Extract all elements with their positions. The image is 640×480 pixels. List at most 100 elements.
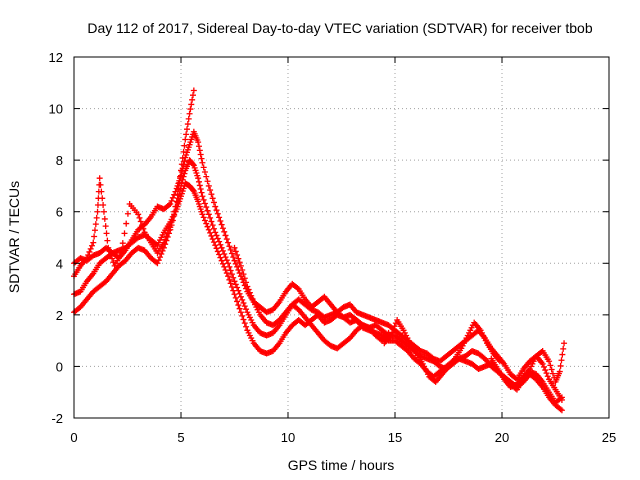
data-point — [213, 207, 220, 214]
data-point — [230, 254, 237, 261]
data-point — [236, 270, 243, 277]
series-satellite-track-F — [381, 317, 503, 385]
data-point — [557, 362, 564, 369]
data-point — [232, 248, 239, 255]
y-tick-label: 4 — [56, 256, 63, 271]
data-point — [391, 323, 398, 330]
data-point — [244, 283, 251, 290]
data-point — [207, 214, 214, 221]
data-point — [245, 286, 252, 293]
data-point — [210, 239, 217, 246]
y-tick-label: 12 — [49, 50, 63, 65]
data-point — [135, 211, 142, 218]
data-point — [171, 208, 178, 215]
data-point — [221, 263, 228, 270]
data-point — [200, 164, 207, 171]
data-point — [222, 254, 229, 261]
data-point — [543, 370, 550, 377]
x-tick-label: 20 — [495, 430, 509, 445]
data-point — [188, 101, 195, 108]
x-tick-label: 5 — [177, 430, 184, 445]
data-point — [218, 244, 225, 251]
data-point — [196, 182, 203, 189]
data-point — [207, 187, 214, 194]
y-tick-label: 2 — [56, 308, 63, 323]
data-point — [91, 233, 98, 240]
data-point — [249, 295, 256, 302]
data-point — [219, 260, 226, 267]
data-point — [169, 194, 176, 201]
data-point — [99, 195, 106, 202]
data-point — [219, 247, 226, 254]
data-point — [241, 275, 248, 282]
data-point — [234, 298, 241, 305]
data-point — [198, 189, 205, 196]
data-point — [160, 239, 167, 246]
data-point — [205, 211, 212, 218]
data-point — [92, 221, 99, 228]
data-point — [174, 199, 181, 206]
data-point — [227, 246, 234, 253]
data-point — [205, 226, 212, 233]
data-point — [241, 320, 248, 327]
data-point — [217, 217, 224, 224]
data-point — [209, 236, 216, 243]
data-point — [232, 294, 239, 301]
data-point — [199, 211, 206, 218]
data-point — [167, 200, 174, 207]
data-point — [109, 255, 116, 262]
data-point — [237, 262, 244, 269]
data-point — [208, 191, 215, 198]
data-point — [203, 204, 210, 211]
data-point — [226, 276, 233, 283]
series-satellite-track-A — [71, 180, 565, 414]
data-point — [139, 222, 146, 229]
data-point — [236, 259, 243, 266]
data-point — [200, 214, 207, 221]
data-point — [197, 186, 204, 193]
data-point — [104, 237, 111, 244]
data-point — [228, 250, 235, 257]
data-point — [234, 284, 241, 291]
data-point — [93, 214, 100, 221]
data-point — [164, 230, 171, 237]
y-axis-label: SDTVAR / TECUs — [6, 181, 22, 293]
data-point — [496, 358, 503, 365]
data-point — [210, 225, 217, 232]
data-point — [121, 230, 128, 237]
data-point — [207, 229, 214, 236]
data-point — [100, 202, 107, 209]
data-point — [189, 96, 196, 103]
data-point — [118, 249, 125, 256]
data-point — [225, 260, 232, 267]
data-points — [71, 87, 568, 414]
x-tick-label: 10 — [281, 430, 295, 445]
data-point — [172, 203, 179, 210]
x-tick-label: 25 — [602, 430, 616, 445]
data-point — [136, 214, 143, 221]
data-point — [119, 240, 126, 247]
series-satellite-track-G — [488, 340, 568, 391]
data-point — [232, 281, 239, 288]
data-point — [195, 178, 202, 185]
data-point — [218, 257, 225, 264]
data-point — [201, 200, 208, 207]
data-point — [200, 196, 207, 203]
data-point — [87, 245, 94, 252]
data-point — [204, 207, 211, 214]
data-point — [228, 271, 235, 278]
data-point — [181, 142, 188, 149]
data-point — [231, 278, 238, 285]
data-point — [558, 396, 565, 403]
data-point — [214, 210, 221, 217]
data-point — [237, 309, 244, 316]
data-point — [213, 245, 220, 252]
data-point — [557, 406, 564, 413]
data-point — [390, 326, 397, 333]
data-point — [217, 254, 224, 261]
data-point — [539, 360, 546, 367]
data-point — [223, 270, 230, 277]
y-tick-label: -2 — [51, 411, 63, 426]
data-point — [212, 229, 219, 236]
data-point — [97, 181, 104, 188]
